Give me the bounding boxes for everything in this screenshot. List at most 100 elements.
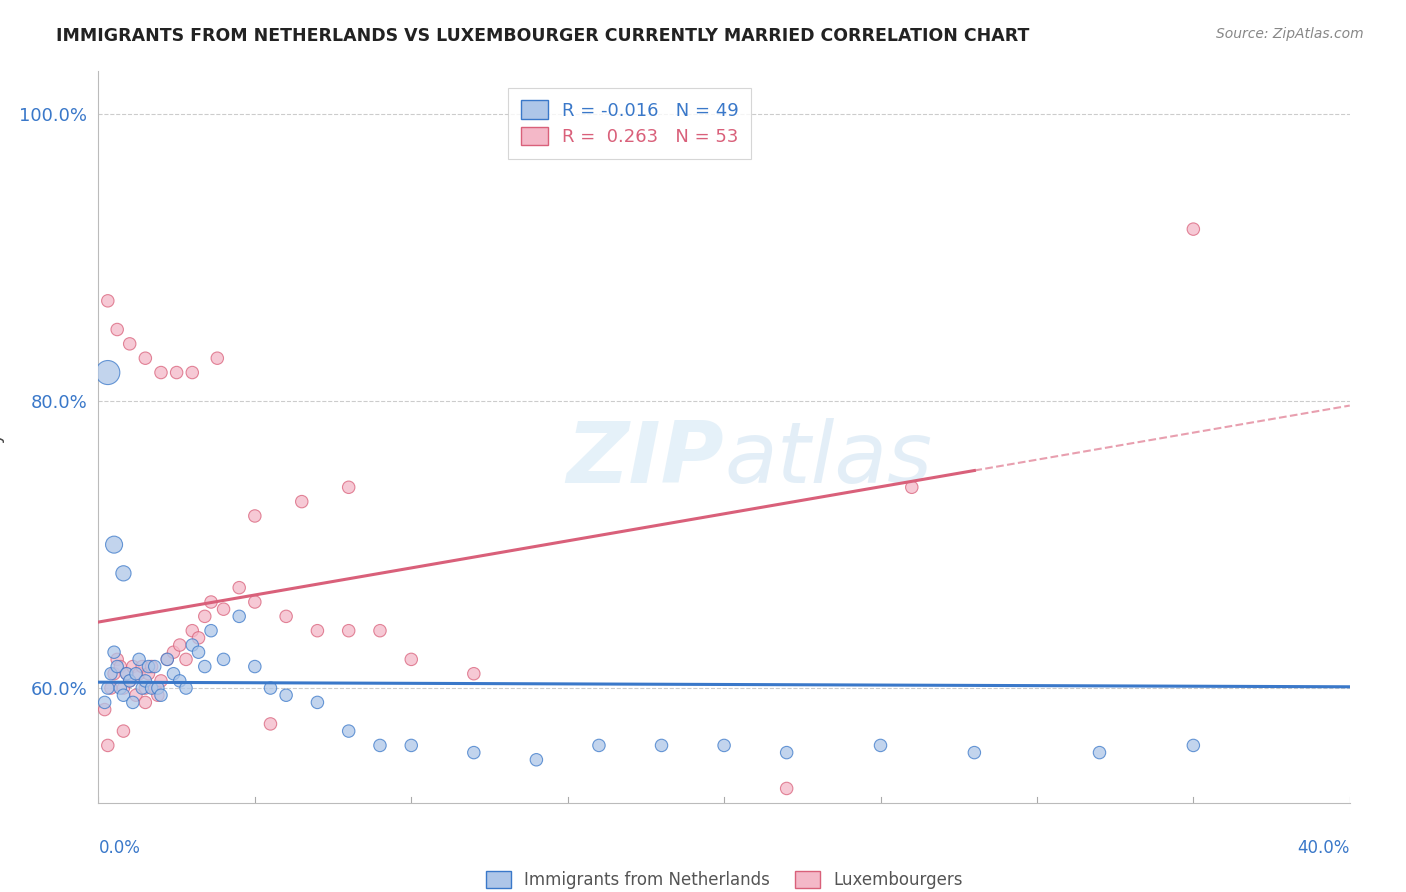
Point	[146, 688, 169, 702]
Point	[162, 666, 184, 681]
Point	[138, 659, 160, 673]
Point	[105, 659, 128, 673]
Point	[134, 351, 156, 366]
Point	[900, 480, 922, 494]
Point	[121, 659, 143, 673]
Point	[93, 695, 115, 709]
Text: IMMIGRANTS FROM NETHERLANDS VS LUXEMBOURGER CURRENTLY MARRIED CORRELATION CHART: IMMIGRANTS FROM NETHERLANDS VS LUXEMBOUR…	[56, 27, 1029, 45]
Point	[463, 746, 485, 760]
Text: 40.0%: 40.0%	[1298, 839, 1350, 857]
Point	[100, 681, 122, 695]
Point	[146, 681, 169, 695]
Point	[588, 739, 610, 753]
Point	[1182, 222, 1205, 236]
Point	[131, 681, 153, 695]
Text: 0.0%: 0.0%	[98, 839, 141, 857]
Point	[187, 645, 209, 659]
Point	[963, 746, 986, 760]
Point	[776, 746, 799, 760]
Point	[526, 753, 548, 767]
Point	[97, 293, 120, 308]
Point	[337, 724, 360, 739]
Point	[463, 666, 485, 681]
Point	[169, 638, 191, 652]
Point	[259, 681, 281, 695]
Legend: Immigrants from Netherlands, Luxembourgers: Immigrants from Netherlands, Luxembourge…	[477, 863, 972, 892]
Point	[228, 609, 250, 624]
Point	[162, 645, 184, 659]
Point	[134, 681, 156, 695]
Point	[174, 681, 197, 695]
Point	[141, 681, 163, 695]
Point	[118, 673, 141, 688]
Point	[187, 631, 209, 645]
Point	[243, 659, 266, 673]
Point	[212, 652, 235, 666]
Point	[207, 351, 229, 366]
Point	[181, 366, 204, 380]
Point	[156, 652, 179, 666]
Point	[134, 695, 156, 709]
Point	[368, 739, 391, 753]
Point	[103, 538, 125, 552]
Point	[1182, 739, 1205, 753]
Point	[105, 652, 128, 666]
Point	[128, 666, 150, 681]
Point	[125, 666, 148, 681]
Point	[169, 673, 191, 688]
Point	[125, 688, 148, 702]
Point	[243, 508, 266, 523]
Point	[97, 739, 120, 753]
Point	[143, 681, 166, 695]
Point	[112, 688, 135, 702]
Point	[274, 688, 298, 702]
Point	[118, 673, 141, 688]
Point	[274, 609, 298, 624]
Point	[115, 666, 138, 681]
Point	[181, 624, 204, 638]
Point	[1088, 746, 1111, 760]
Point	[103, 666, 125, 681]
Point	[112, 681, 135, 695]
Point	[869, 739, 891, 753]
Point	[368, 624, 391, 638]
Point	[307, 624, 329, 638]
Point	[776, 781, 799, 796]
Text: Source: ZipAtlas.com: Source: ZipAtlas.com	[1216, 27, 1364, 41]
Point	[110, 681, 132, 695]
Point	[713, 739, 735, 753]
Y-axis label: Currently Married: Currently Married	[0, 358, 6, 516]
Point	[105, 322, 128, 336]
Point	[97, 366, 120, 380]
Point	[243, 595, 266, 609]
Point	[150, 688, 173, 702]
Point	[291, 494, 314, 508]
Text: ZIP: ZIP	[567, 417, 724, 500]
Point	[138, 666, 160, 681]
Point	[141, 659, 163, 673]
Point	[200, 624, 222, 638]
Point	[128, 652, 150, 666]
Point	[401, 739, 423, 753]
Point	[337, 624, 360, 638]
Point	[103, 645, 125, 659]
Point	[194, 609, 217, 624]
Point	[143, 659, 166, 673]
Point	[97, 681, 120, 695]
Point	[150, 366, 173, 380]
Point	[228, 581, 250, 595]
Point	[166, 366, 188, 380]
Point	[100, 666, 122, 681]
Point	[401, 652, 423, 666]
Point	[650, 739, 672, 753]
Point	[118, 336, 141, 351]
Point	[115, 666, 138, 681]
Text: atlas: atlas	[724, 417, 932, 500]
Point	[337, 480, 360, 494]
Point	[174, 652, 197, 666]
Point	[112, 566, 135, 581]
Point	[93, 702, 115, 716]
Point	[307, 695, 329, 709]
Point	[121, 695, 143, 709]
Point	[181, 638, 204, 652]
